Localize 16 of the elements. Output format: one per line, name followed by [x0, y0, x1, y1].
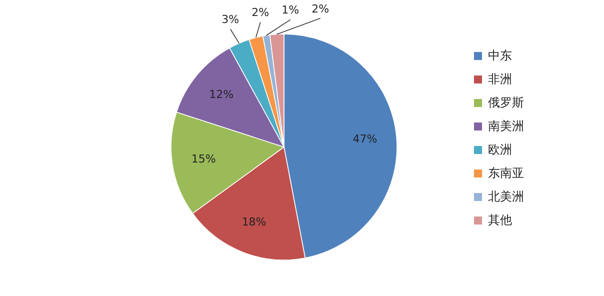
data-label: 15% [191, 152, 216, 166]
legend-label: 欧洲 [488, 142, 512, 156]
data-label: 18% [242, 216, 266, 229]
data-label: 1% [282, 4, 300, 17]
data-label: 2% [312, 2, 330, 16]
legend-label: 东南亚 [488, 166, 524, 180]
legend-label: 中东 [488, 48, 512, 62]
data-label: 2% [252, 6, 270, 20]
legend-label: 南美洲 [488, 118, 524, 133]
legend-label: 北美洲 [488, 189, 524, 204]
legend-label: 非洲 [488, 72, 512, 86]
legend-label: 俄罗斯 [488, 95, 524, 110]
data-label: 3% [222, 13, 240, 26]
legend-label: 其他 [488, 212, 512, 227]
data-label: 12% [209, 88, 234, 102]
data-label: 47% [352, 132, 378, 146]
